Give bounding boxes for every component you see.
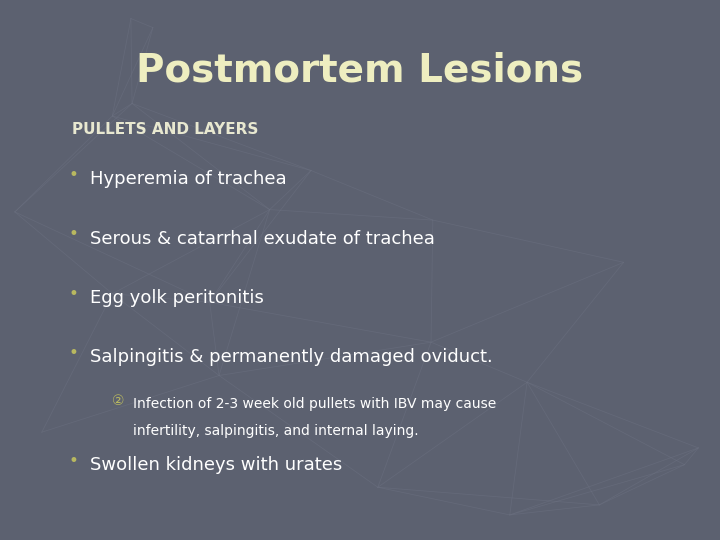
Text: •: • <box>68 452 78 470</box>
Text: Serous & catarrhal exudate of trachea: Serous & catarrhal exudate of trachea <box>90 230 435 247</box>
Text: •: • <box>68 344 78 362</box>
Text: •: • <box>68 285 78 302</box>
Text: Egg yolk peritonitis: Egg yolk peritonitis <box>90 289 264 307</box>
Text: Postmortem Lesions: Postmortem Lesions <box>136 51 584 89</box>
Text: PULLETS AND LAYERS: PULLETS AND LAYERS <box>72 122 258 137</box>
Text: ②: ② <box>112 394 124 408</box>
Text: Salpingitis & permanently damaged oviduct.: Salpingitis & permanently damaged oviduc… <box>90 348 492 366</box>
Text: Swollen kidneys with urates: Swollen kidneys with urates <box>90 456 342 474</box>
Text: Infection of 2-3 week old pullets with IBV may cause: Infection of 2-3 week old pullets with I… <box>133 397 497 411</box>
Text: •: • <box>68 166 78 184</box>
Text: Hyperemia of trachea: Hyperemia of trachea <box>90 170 287 188</box>
Text: infertility, salpingitis, and internal laying.: infertility, salpingitis, and internal l… <box>133 424 419 438</box>
Text: •: • <box>68 225 78 243</box>
